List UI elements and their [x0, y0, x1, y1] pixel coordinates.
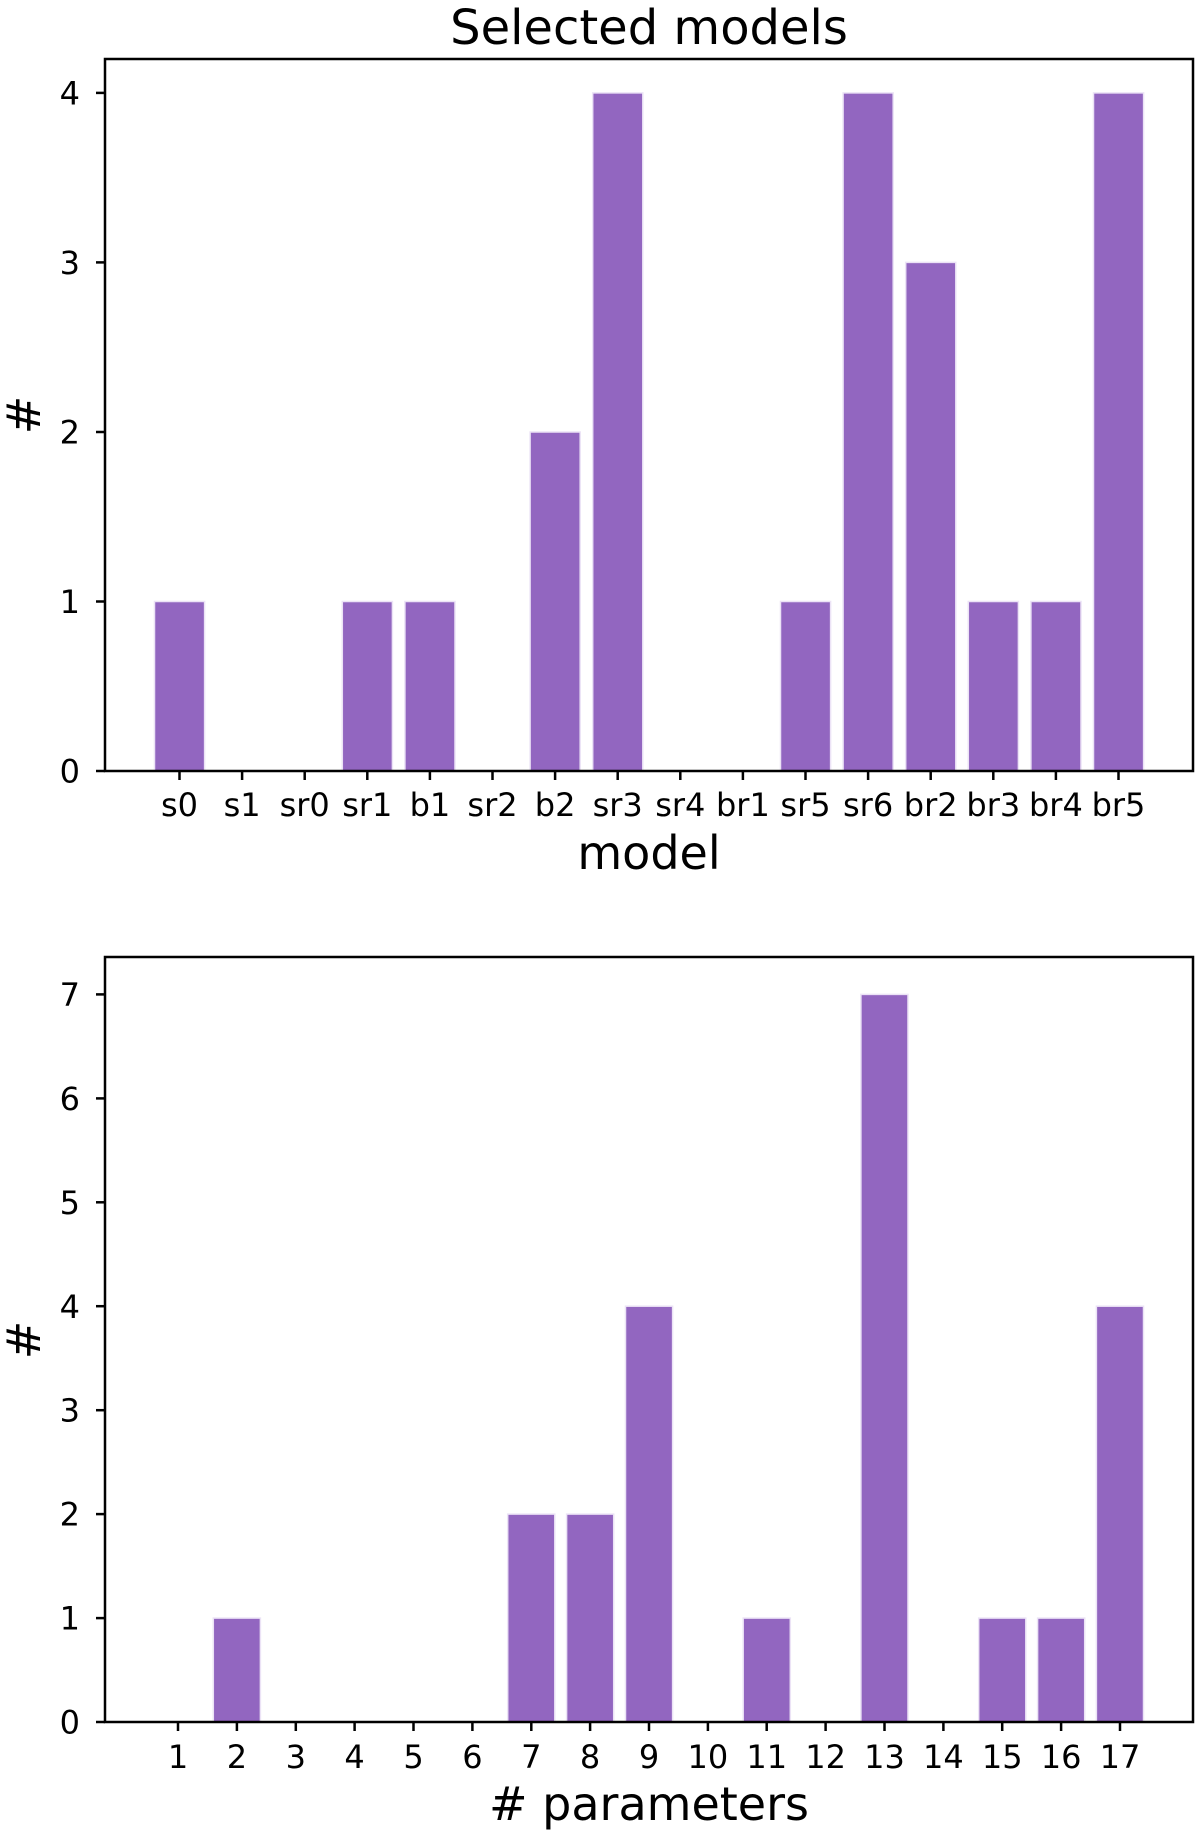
- x-tick-label: br2: [904, 786, 958, 824]
- x-tick-label: 11: [746, 1738, 787, 1776]
- x-tick-label: s0: [161, 786, 198, 824]
- y-tick-label: 3: [60, 244, 80, 282]
- x-tick-label: sr4: [655, 786, 705, 824]
- x-tick-label: br1: [716, 786, 770, 824]
- bar-16: [1036, 1617, 1086, 1723]
- top-chart-title: Selected models: [450, 0, 848, 56]
- bottom-chart-ylabel: #: [0, 1320, 51, 1360]
- x-tick-label: 5: [403, 1738, 423, 1776]
- y-tick-label: 4: [60, 74, 80, 112]
- x-tick-label: 3: [286, 1738, 306, 1776]
- plot-box: [103, 57, 1195, 773]
- bar-7: [506, 1513, 556, 1723]
- bar-s0: [153, 600, 206, 772]
- y-tick-label: 4: [60, 1288, 80, 1326]
- top-chart: s0 s1 sr0 sr1 b1 sr2 b2 sr3 sr4 br1 sr5 sr6 br2 br3 br…: [60, 57, 1195, 824]
- y-tick-label: 0: [60, 1704, 80, 1742]
- x-tick-label: sr6: [843, 786, 893, 824]
- bar-11: [742, 1617, 792, 1723]
- y-tick-label: 1: [60, 583, 80, 621]
- bar-8: [565, 1513, 615, 1723]
- x-tick-label: 4: [344, 1738, 364, 1776]
- x-tick-label: sr0: [280, 786, 330, 824]
- bar-sr3: [591, 92, 644, 772]
- x-tick-label: sr5: [780, 786, 830, 824]
- bar-br2: [904, 261, 957, 772]
- bar-9: [624, 1305, 674, 1723]
- bar-br4: [1030, 600, 1082, 772]
- y-tick-label: 1: [60, 1600, 80, 1638]
- x-tick-label: b2: [535, 786, 576, 824]
- top-chart-xlabel: model: [577, 826, 721, 880]
- bar-15: [977, 1617, 1027, 1723]
- bar-17: [1095, 1305, 1145, 1723]
- x-tick-label: sr2: [467, 786, 517, 824]
- bar-b1: [404, 600, 456, 772]
- y-tick-label: 2: [60, 414, 80, 452]
- y-tick-label: 0: [60, 753, 80, 791]
- bar-2: [212, 1617, 262, 1723]
- bar-br3: [967, 600, 1020, 772]
- y-tick-label: 5: [60, 1184, 80, 1222]
- x-tick-label: br3: [966, 786, 1020, 824]
- x-tick-label: 16: [1041, 1738, 1082, 1776]
- x-tick-label: br5: [1092, 786, 1146, 824]
- y-tick-label: 7: [60, 976, 80, 1014]
- x-tick-label: 13: [864, 1738, 905, 1776]
- bar-sr1: [341, 600, 394, 772]
- x-tick-label: sr1: [342, 786, 392, 824]
- bar-b2: [529, 431, 581, 772]
- x-tick-label: 7: [521, 1738, 541, 1776]
- x-tick-label: 17: [1100, 1738, 1141, 1776]
- x-tick-label: 10: [688, 1738, 729, 1776]
- bar-13: [860, 993, 909, 1723]
- x-tick-label: 1: [168, 1738, 188, 1776]
- bar-sr6: [842, 92, 894, 772]
- x-tick-label: 6: [462, 1738, 482, 1776]
- x-tick-label: 9: [639, 1738, 659, 1776]
- bar-sr5: [779, 600, 832, 772]
- y-tick-label: 6: [60, 1080, 80, 1118]
- y-tick-label: 2: [60, 1496, 80, 1534]
- y-tick-label: 3: [60, 1392, 80, 1430]
- x-tick-label: 12: [805, 1738, 846, 1776]
- x-tick-label: b1: [410, 786, 451, 824]
- x-tick-label: sr3: [593, 786, 643, 824]
- x-tick-label: 8: [580, 1738, 600, 1776]
- bottom-chart-xlabel: # parameters: [489, 1777, 809, 1831]
- top-chart-ylabel: #: [0, 395, 51, 435]
- bar-br5: [1092, 92, 1145, 772]
- x-tick-label: 15: [982, 1738, 1023, 1776]
- x-tick-label: br4: [1029, 786, 1083, 824]
- x-tick-label: s1: [224, 786, 261, 824]
- x-tick-label: 14: [923, 1738, 964, 1776]
- x-tick-label: 2: [227, 1738, 247, 1776]
